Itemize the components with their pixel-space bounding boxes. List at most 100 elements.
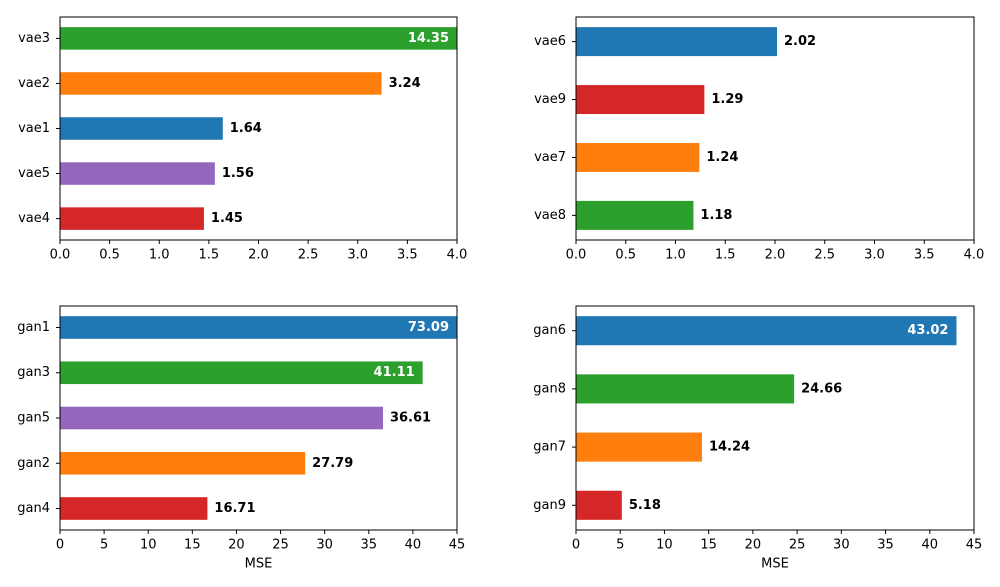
y-tick-label: vae8	[534, 208, 566, 223]
value-label: 1.64	[230, 121, 262, 136]
x-axis-label: MSE	[245, 557, 273, 572]
x-tick-label: 5	[100, 538, 108, 553]
y-tick-label: gan2	[17, 456, 50, 471]
plot-frame	[59, 305, 458, 531]
x-tick-label: 4.0	[447, 248, 468, 263]
x-tick-label: 10	[140, 538, 157, 553]
x-tick-label: 1.0	[665, 248, 686, 263]
bars	[60, 27, 457, 230]
bar	[60, 406, 383, 430]
value-label: 36.61	[390, 411, 431, 426]
value-label: 1.24	[706, 150, 738, 165]
bar	[60, 72, 382, 95]
x-tick-label: 15	[184, 538, 201, 553]
x-tick-label: 0.5	[99, 248, 120, 263]
x-tick-label: 15	[700, 538, 717, 553]
value-label: 24.66	[801, 381, 842, 396]
y-tick-label: vae4	[18, 211, 50, 226]
x-tick-label: 40	[405, 538, 422, 553]
chart-panel: vae6 2.02 vae9 1.29 vae7 1.24 vae8 1.18 0.0 0.5 1.…	[534, 16, 985, 263]
value-label: 2.02	[784, 34, 816, 49]
bar	[576, 27, 777, 57]
x-tick-label: 35	[361, 538, 378, 553]
x-tick-label: 2.5	[298, 248, 319, 263]
y-tick-label: vae5	[18, 166, 50, 181]
x-tick-label: 4.0	[964, 248, 985, 263]
y-tick-label: gan3	[17, 365, 50, 380]
x-tick-label: 40	[922, 538, 939, 553]
y-tick-label: vae1	[18, 121, 50, 136]
bar	[576, 200, 694, 230]
chart-panel: gan1 73.09 gan3 41.11 gan5 36.61 gan2 27.79 gan4…	[17, 305, 466, 572]
bar	[576, 142, 700, 172]
y-tick-label: gan9	[533, 498, 566, 513]
y-tick-label: vae7	[534, 150, 566, 165]
x-tick-label: 0	[56, 538, 64, 553]
x-tick-label: 20	[228, 538, 245, 553]
x-tick-label: 25	[789, 538, 806, 553]
value-label: 1.18	[700, 208, 732, 223]
bar	[60, 27, 457, 50]
bar	[576, 490, 622, 520]
bar	[60, 162, 215, 185]
plot-frame	[575, 305, 975, 531]
bar	[60, 497, 208, 520]
chart-panel: vae3 14.35 vae2 3.24 vae1 1.64 vae5 1.56 vae4 1.4…	[18, 16, 468, 263]
y-tick-label: gan7	[533, 440, 566, 455]
x-tick-label: 0.0	[566, 248, 587, 263]
value-label: 73.09	[408, 320, 449, 335]
y-tick-label: vae3	[18, 31, 50, 46]
y-tick-label: gan8	[533, 381, 566, 396]
y-tick-label: vae9	[534, 92, 566, 107]
bar	[576, 374, 795, 404]
bars	[576, 316, 957, 520]
value-label: 14.24	[709, 440, 750, 455]
value-label: 14.35	[408, 31, 449, 46]
x-tick-label: 0.5	[615, 248, 636, 263]
bar	[60, 361, 423, 385]
x-tick-label: 20	[745, 538, 762, 553]
x-tick-label: 45	[966, 538, 983, 553]
x-tick-label: 3.5	[914, 248, 935, 263]
x-tick-label: 3.5	[397, 248, 418, 263]
x-tick-label: 25	[272, 538, 289, 553]
y-tick-label: gan5	[17, 411, 50, 426]
bar	[60, 207, 204, 230]
x-tick-label: 45	[449, 538, 466, 553]
x-tick-label: 10	[656, 538, 673, 553]
x-tick-label: 30	[833, 538, 850, 553]
x-tick-label: 3.0	[347, 248, 368, 263]
value-label: 5.18	[629, 498, 661, 513]
x-tick-label: 1.5	[715, 248, 736, 263]
value-label: 27.79	[312, 456, 353, 471]
bar	[60, 316, 457, 339]
x-tick-label: 1.0	[149, 248, 170, 263]
x-tick-label: 3.0	[864, 248, 885, 263]
y-tick-label: vae2	[18, 76, 50, 91]
x-tick-label: 1.5	[199, 248, 220, 263]
x-tick-label: 0.0	[50, 248, 71, 263]
x-tick-label: 2.5	[814, 248, 835, 263]
bar	[576, 432, 702, 462]
x-tick-label: 2.0	[248, 248, 269, 263]
x-tick-label: 0	[572, 538, 580, 553]
bar	[576, 85, 705, 115]
y-tick-label: gan6	[533, 323, 566, 338]
value-label: 1.29	[711, 92, 743, 107]
y-tick-label: gan1	[17, 320, 50, 335]
bars	[576, 27, 777, 230]
value-label: 1.56	[222, 166, 254, 181]
x-tick-label: 5	[616, 538, 624, 553]
x-tick-label: 35	[877, 538, 894, 553]
y-tick-label: vae6	[534, 34, 566, 49]
x-axis-label: MSE	[761, 557, 789, 572]
x-tick-label: 2.0	[765, 248, 786, 263]
bar	[576, 316, 957, 346]
chart-panel: gan6 43.02 gan8 24.66 gan7 14.24 gan9 5.18 0 5 10 1…	[533, 305, 983, 572]
value-label: 43.02	[907, 323, 948, 338]
value-label: 1.45	[211, 211, 243, 226]
bar	[60, 117, 223, 140]
value-label: 3.24	[389, 76, 421, 91]
bars	[60, 316, 457, 520]
